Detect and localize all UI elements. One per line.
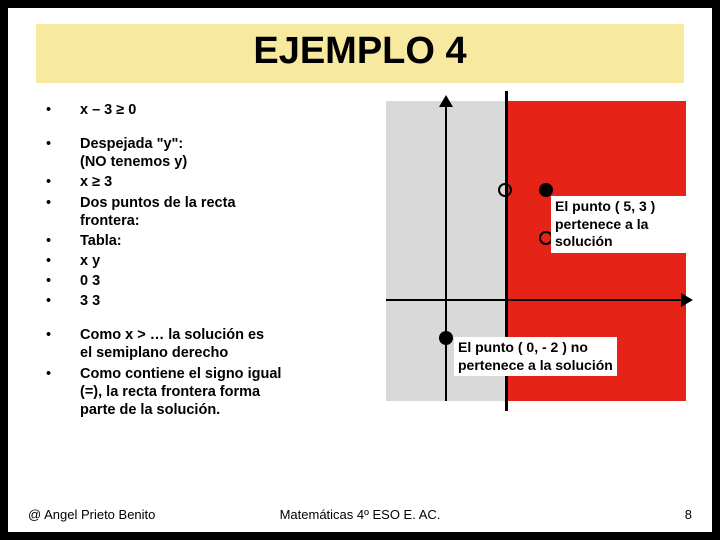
note-line: pertenece a la solución bbox=[458, 357, 613, 373]
annotation-non-solution: El punto ( 0, - 2 ) no pertenece a la so… bbox=[454, 337, 617, 376]
list-item: • x y bbox=[46, 252, 346, 270]
bullet-icon: • bbox=[46, 135, 80, 171]
title-bar: EJEMPLO 4 bbox=[36, 24, 684, 83]
y-axis bbox=[445, 101, 447, 401]
annotation-solution: El punto ( 5, 3 ) pertenece a la solució… bbox=[551, 196, 702, 253]
bullet-text: Despejada "y": bbox=[80, 136, 183, 152]
bullet-icon: • bbox=[46, 173, 80, 191]
bullet-icon: • bbox=[46, 365, 80, 419]
bullet-icon: • bbox=[46, 326, 80, 362]
list-item: • Como contiene el signo igual (=), la r… bbox=[46, 365, 346, 419]
bullet-text: Como x > … la solución es bbox=[80, 327, 264, 343]
bullet-text: parte de la solución. bbox=[80, 402, 220, 418]
bullet-icon: • bbox=[46, 252, 80, 270]
bullet-text: 0 3 bbox=[80, 273, 100, 289]
bullet-list: • x – 3 ≥ 0 • Despejada "y": (NO tenemos… bbox=[46, 101, 346, 421]
arrow-right-icon bbox=[681, 293, 693, 307]
bullet-text: Tabla: bbox=[80, 233, 122, 249]
bullet-text: el semiplano derecho bbox=[80, 345, 228, 361]
bullet-text: 3 3 bbox=[80, 293, 100, 309]
footer-page-number: 8 bbox=[685, 507, 692, 522]
note-line: pertenece a la solución bbox=[555, 216, 648, 250]
bullet-text: (=), la recta frontera forma bbox=[80, 384, 260, 400]
x-axis bbox=[386, 299, 686, 301]
list-item: • 0 3 bbox=[46, 272, 346, 290]
list-item: • x ≥ 3 bbox=[46, 173, 346, 191]
bullet-icon: • bbox=[46, 101, 80, 119]
note-line: El punto ( 5, 3 ) bbox=[555, 198, 655, 214]
bullet-text: Dos puntos de la recta bbox=[80, 195, 236, 211]
bullet-text: x – 3 ≥ 0 bbox=[80, 102, 136, 118]
list-item: • Despejada "y": (NO tenemos y) bbox=[46, 135, 346, 171]
bullet-text: (NO tenemos y) bbox=[80, 154, 187, 170]
solid-point-icon bbox=[539, 183, 553, 197]
slide: EJEMPLO 4 • x – 3 ≥ 0 • Despejada "y": (… bbox=[8, 8, 712, 532]
list-item: • Tabla: bbox=[46, 232, 346, 250]
bullet-text: x ≥ 3 bbox=[80, 174, 112, 190]
footer: Matemáticas 4º ESO E. AC. @ Angel Prieto… bbox=[28, 507, 692, 522]
bullet-text: x y bbox=[80, 253, 100, 269]
bullet-text: frontera: bbox=[80, 213, 140, 229]
bullet-icon: • bbox=[46, 232, 80, 250]
bullet-icon: • bbox=[46, 194, 80, 230]
solid-point-icon bbox=[439, 331, 453, 345]
arrow-up-icon bbox=[439, 95, 453, 107]
list-item: • 3 3 bbox=[46, 292, 346, 310]
diagram: El punto ( 5, 3 ) pertenece a la solució… bbox=[346, 101, 702, 421]
list-item: • Como x > … la solución es el semiplano… bbox=[46, 326, 346, 362]
note-line: El punto ( 0, - 2 ) no bbox=[458, 339, 588, 355]
content-area: • x – 3 ≥ 0 • Despejada "y": (NO tenemos… bbox=[8, 83, 712, 421]
bullet-icon: • bbox=[46, 292, 80, 310]
open-point-icon bbox=[498, 183, 512, 197]
bullet-text: Como contiene el signo igual bbox=[80, 366, 281, 382]
bullet-icon: • bbox=[46, 272, 80, 290]
slide-title: EJEMPLO 4 bbox=[36, 30, 684, 73]
footer-left: @ Angel Prieto Benito bbox=[28, 507, 155, 522]
list-item: • Dos puntos de la recta frontera: bbox=[46, 194, 346, 230]
list-item: • x – 3 ≥ 0 bbox=[46, 101, 346, 119]
